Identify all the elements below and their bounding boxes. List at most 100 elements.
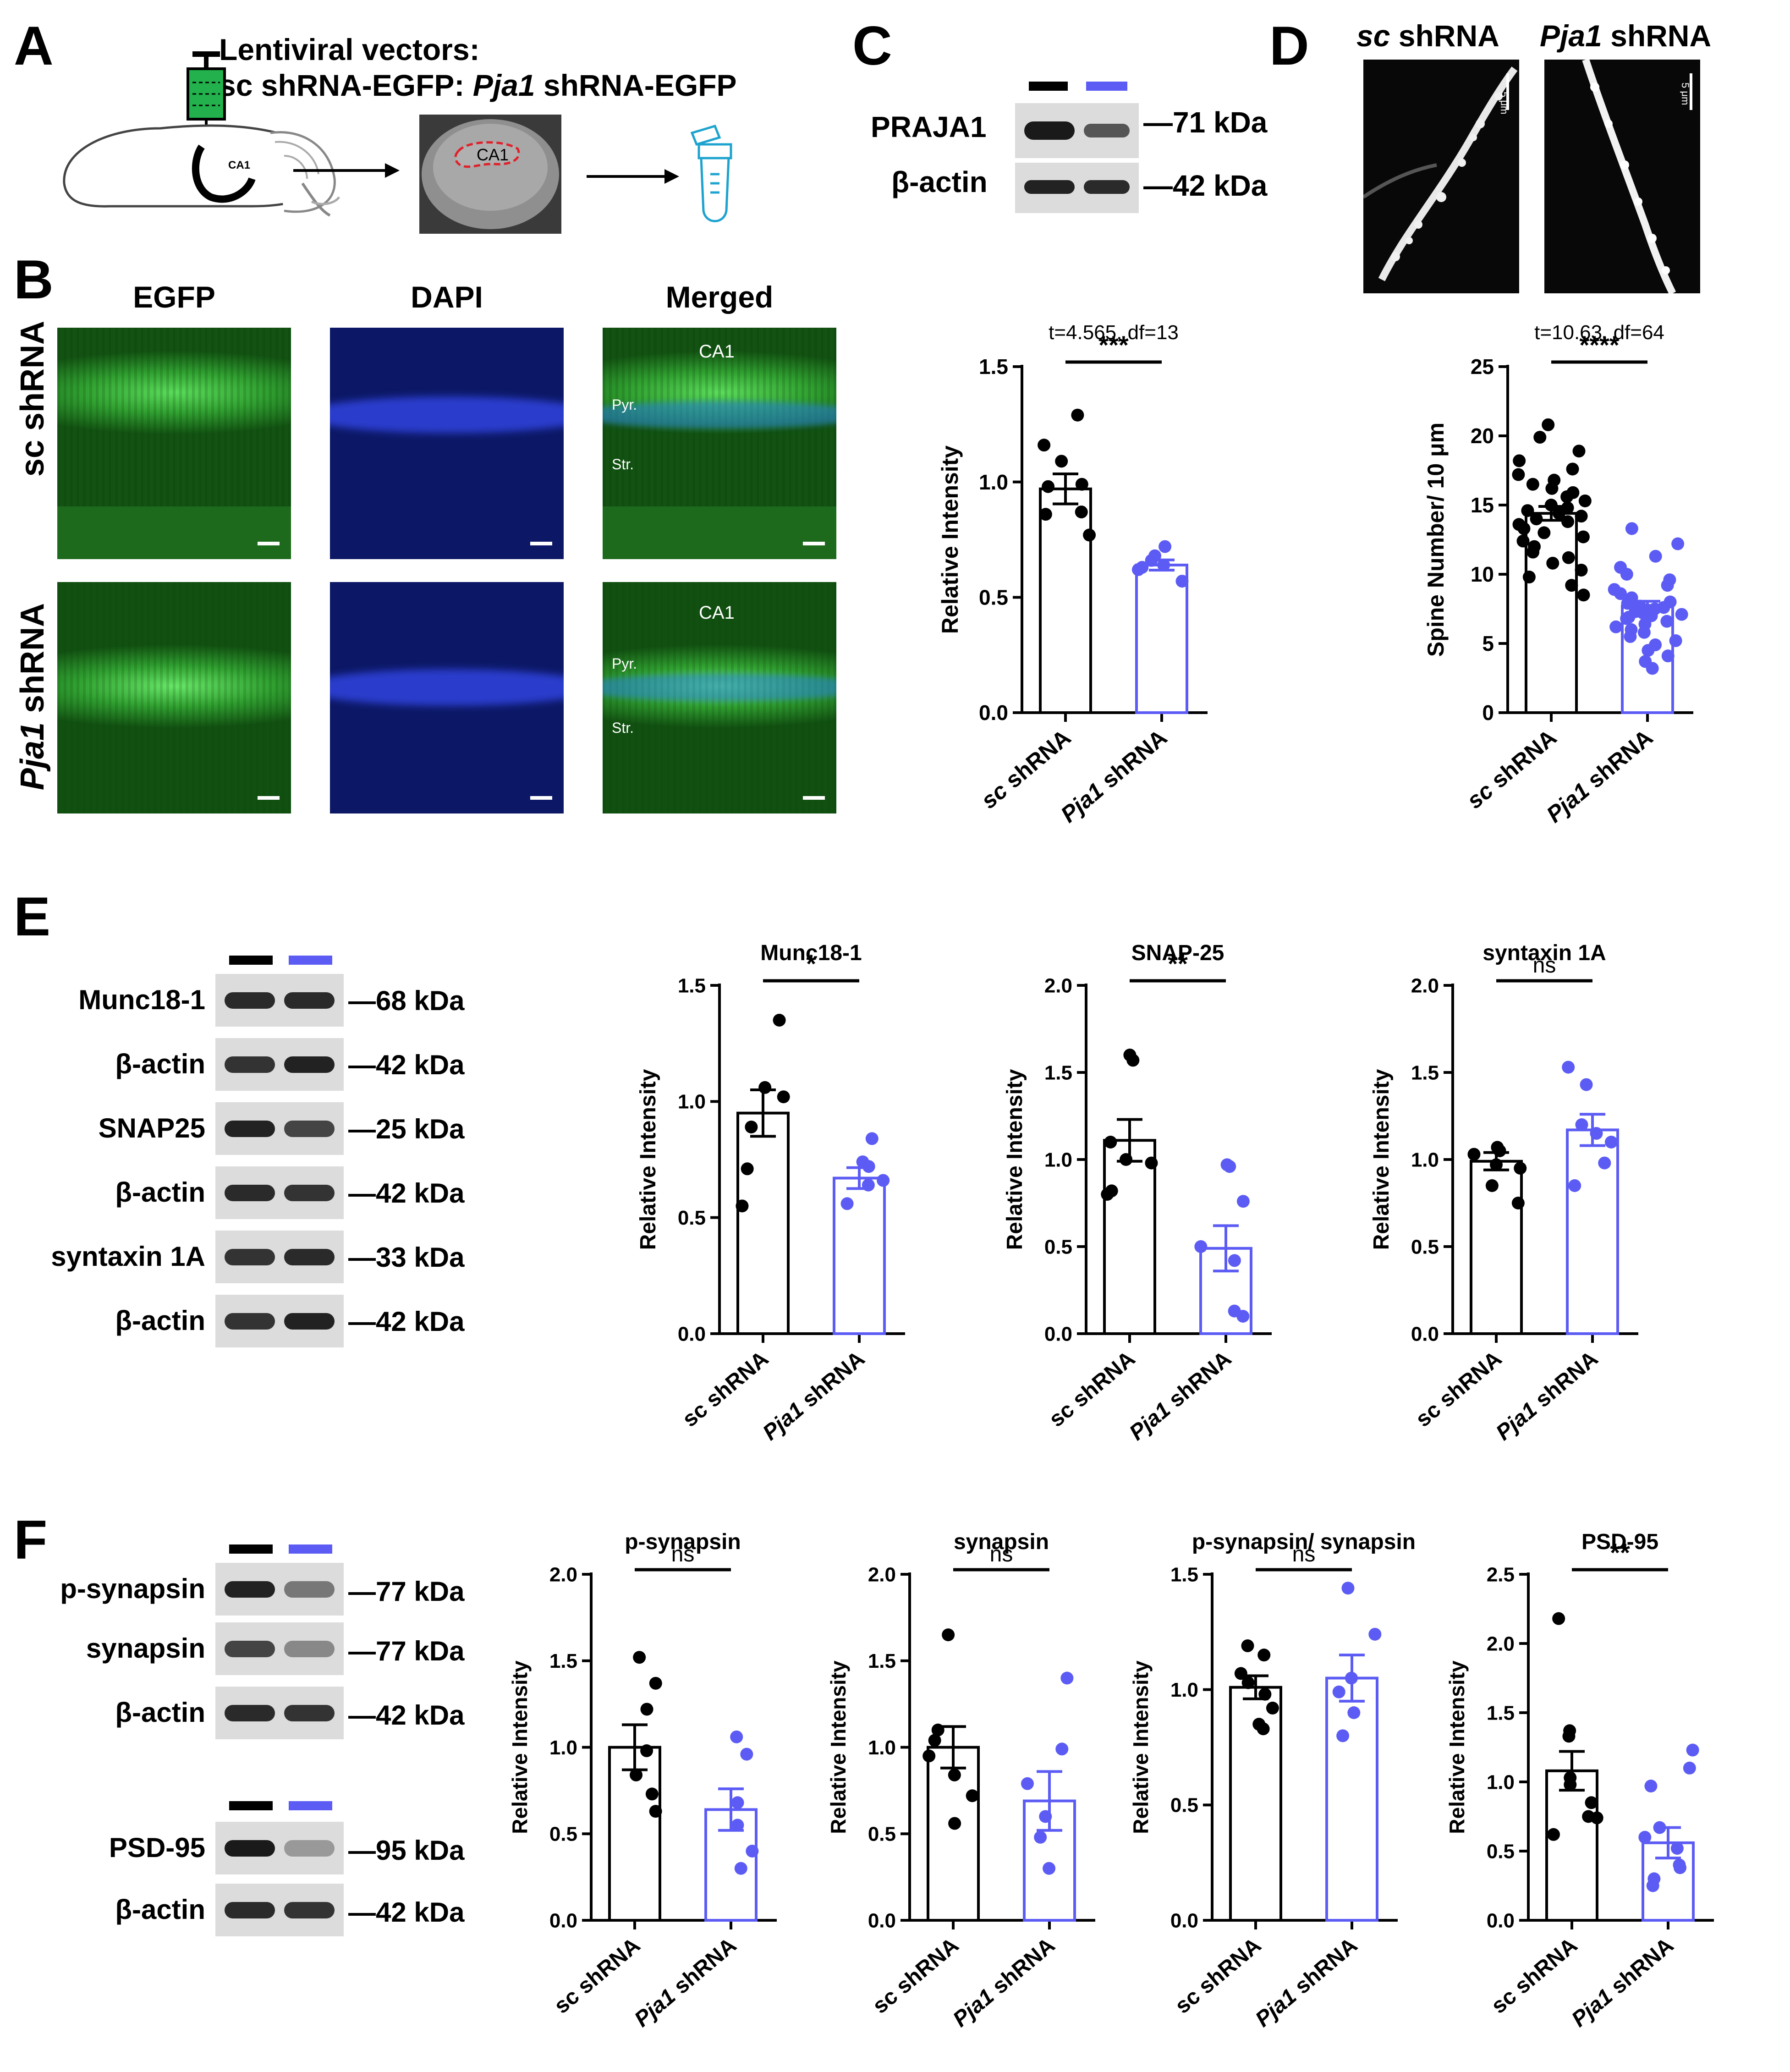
kda-label: —42 kDa xyxy=(348,1700,465,1731)
chart-title: synapsin xyxy=(954,1530,1049,1554)
data-point xyxy=(1614,587,1627,600)
x-category-label: sc shRNA xyxy=(1170,1933,1266,2018)
data-point xyxy=(1564,1778,1577,1792)
y-tick-label: 2.0 xyxy=(1411,974,1439,997)
data-point xyxy=(1562,1730,1576,1743)
pyr-label: Pyr. xyxy=(612,655,637,672)
y-tick-label: 10 xyxy=(1471,562,1494,586)
kda-label: —77 kDa xyxy=(348,1576,465,1607)
x-category-label: sc shRNA xyxy=(1462,725,1561,814)
data-point xyxy=(1467,1148,1481,1161)
kda-label: —42 kDa xyxy=(348,1897,465,1928)
x-category-label: sc shRNA xyxy=(549,1933,645,2018)
blot-label: synapsin xyxy=(86,1633,205,1664)
blot-label: β-actin xyxy=(115,1049,205,1079)
data-point xyxy=(1560,490,1574,503)
data-point xyxy=(1671,537,1685,550)
data-point xyxy=(1120,1153,1133,1166)
kda-label: —95 kDa xyxy=(348,1835,465,1866)
y-tick-label: 0.5 xyxy=(979,585,1008,609)
scale-bar xyxy=(530,796,552,800)
data-point xyxy=(922,1749,936,1763)
data-point xyxy=(746,1845,759,1858)
data-point xyxy=(966,1789,979,1803)
blot-row xyxy=(215,1622,344,1675)
bar xyxy=(1135,563,1188,714)
y-axis-label: Spine Number/ 10 μm xyxy=(1423,423,1449,657)
data-point xyxy=(1526,545,1540,559)
y-tick-label: 1.0 xyxy=(1411,1149,1439,1171)
data-point xyxy=(1332,1685,1345,1698)
y-axis-label: Relative Intensity xyxy=(937,445,963,634)
data-point xyxy=(1609,620,1623,633)
data-point xyxy=(1624,630,1637,643)
data-point xyxy=(1530,512,1543,526)
significance-label: * xyxy=(806,949,816,978)
bar xyxy=(1545,1769,1598,1922)
x-category-label: sc shRNA xyxy=(1044,1347,1140,1432)
col-label-egfp: EGFP xyxy=(133,280,215,314)
data-point xyxy=(1545,482,1559,495)
data-point xyxy=(1622,610,1636,624)
y-tick-label: 1.0 xyxy=(1487,1771,1515,1793)
data-point xyxy=(1683,1761,1696,1775)
y-axis-label: Relative Intensity xyxy=(1445,1660,1469,1834)
data-point xyxy=(1544,499,1558,511)
data-point xyxy=(942,1628,955,1642)
data-point xyxy=(1675,608,1688,621)
data-point xyxy=(1145,554,1158,567)
y-tick-label: 1.5 xyxy=(1487,1702,1515,1724)
data-point xyxy=(1577,588,1590,602)
data-point xyxy=(1055,455,1068,468)
data-point xyxy=(630,1768,643,1781)
y-tick-label: 1.5 xyxy=(979,355,1008,379)
y-tick-label: 0.0 xyxy=(678,1323,706,1345)
data-point xyxy=(1522,571,1536,584)
data-point xyxy=(1223,1160,1236,1173)
bar xyxy=(1039,487,1092,714)
blot-row xyxy=(215,1166,344,1219)
pyr-label: Pyr. xyxy=(612,396,637,413)
y-tick-label: 0.5 xyxy=(1411,1236,1439,1258)
data-point xyxy=(1234,1667,1247,1680)
y-tick-label: 25 xyxy=(1471,355,1494,379)
chart-stat: t=10.63, df=64 xyxy=(1534,321,1664,344)
y-tick-label: 2.0 xyxy=(1487,1632,1515,1655)
y-tick-label: 1.5 xyxy=(1044,1061,1072,1084)
x-category-label: sc shRNA xyxy=(868,1933,963,2018)
chart-title: p-synapsin/ synapsin xyxy=(1192,1530,1416,1554)
brain-icon xyxy=(63,124,340,217)
data-point xyxy=(1145,1156,1158,1170)
data-point xyxy=(1194,1240,1208,1253)
blot-label: Munc18-1 xyxy=(78,984,205,1015)
y-tick-label: 1.0 xyxy=(1044,1149,1072,1171)
panel-label-e: E xyxy=(14,886,51,947)
legend-sc-bar xyxy=(229,956,273,965)
blot-row xyxy=(215,1687,344,1739)
data-point xyxy=(1552,507,1565,520)
panel-label-f: F xyxy=(14,1509,48,1571)
data-point xyxy=(840,1197,854,1210)
data-point xyxy=(1542,418,1555,431)
micrograph-dapi-pja1 xyxy=(330,582,564,813)
data-point xyxy=(741,1162,754,1176)
blot-label: PSD-95 xyxy=(109,1832,205,1863)
data-point xyxy=(1039,508,1052,521)
y-tick-label: 0.0 xyxy=(1044,1323,1072,1345)
y-tick-label: 0 xyxy=(1482,701,1494,725)
slice-photo xyxy=(419,115,561,234)
significance-label: ** xyxy=(1168,949,1188,978)
x-category-label: sc shRNA xyxy=(1411,1347,1506,1432)
y-tick-label: 0.5 xyxy=(678,1207,706,1229)
vector-title: Lentiviral vectors: xyxy=(219,33,480,66)
data-point xyxy=(1236,1310,1250,1323)
data-point xyxy=(948,1817,961,1830)
data-point xyxy=(1521,504,1534,517)
data-point xyxy=(1637,626,1651,639)
x-category-label: Pja1 shRNA xyxy=(758,1347,870,1445)
data-point xyxy=(1126,1054,1140,1067)
spine-image-pja1: 5 μm xyxy=(1544,60,1700,293)
data-point xyxy=(1686,1743,1699,1757)
data-point xyxy=(1485,1179,1499,1192)
significance-label: ns xyxy=(1533,953,1556,978)
